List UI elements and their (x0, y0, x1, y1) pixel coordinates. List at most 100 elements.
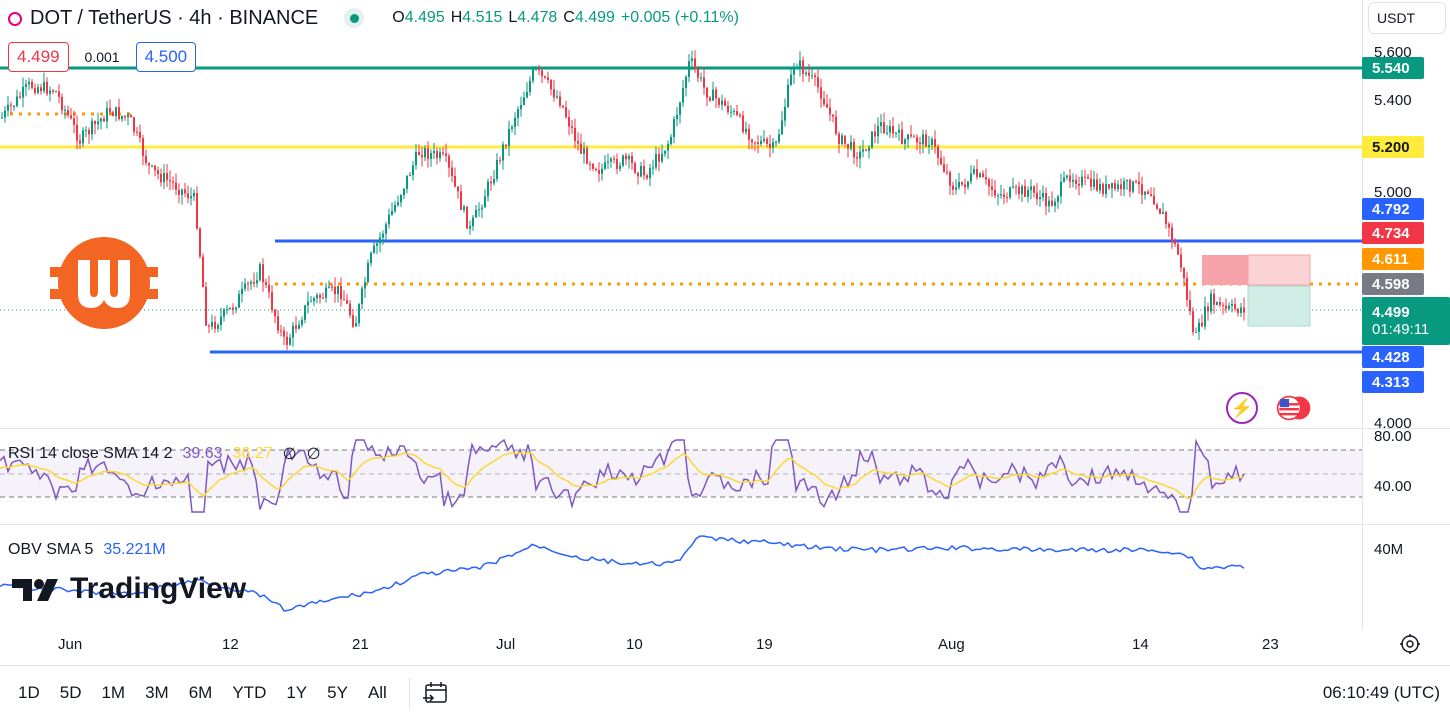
buy-button[interactable]: 4.500 (135, 42, 197, 72)
candle-body (952, 185, 954, 190)
candle-body (193, 192, 195, 197)
candle-body (712, 89, 714, 101)
candle-body (37, 87, 39, 93)
candle-body (487, 181, 489, 197)
brand-coin-logo (50, 237, 158, 329)
candle-body (508, 128, 510, 147)
candle-body (592, 164, 594, 169)
main-chart-area[interactable]: DOT / TetherUS · 4h · BINANCE O4.495 H4.… (0, 0, 1362, 630)
candle-body (31, 81, 33, 88)
us-flag-icon[interactable] (1276, 392, 1312, 424)
candle-body (772, 142, 774, 148)
candle-body (16, 96, 18, 106)
candle-body (541, 70, 543, 77)
candle-body (22, 86, 24, 98)
rsi-line (0, 438, 1245, 513)
candle-body (1189, 299, 1191, 312)
time-axis[interactable]: Jun 12 21 Jul 10 19 Aug 14 23 (0, 630, 1450, 664)
time-tick: Jul (496, 636, 516, 653)
range-all-button[interactable]: All (367, 683, 387, 702)
candle-body (175, 182, 177, 190)
price-badge-4792: 4.792 (1362, 198, 1424, 220)
obv-legend[interactable]: OBV SMA 5 35.221M (8, 541, 166, 559)
rsi-legend[interactable]: RSI 14 close SMA 14 2 39.63 36.27 ∅ ∅ (8, 444, 321, 464)
candle-body (73, 118, 75, 125)
candle-body (1117, 184, 1119, 190)
spread-value: 0.001 (84, 49, 120, 65)
candle-body (973, 169, 975, 174)
candle-body (631, 156, 633, 164)
candle-body (1240, 307, 1242, 313)
candle-body (1234, 303, 1236, 310)
candle-body (502, 144, 504, 161)
obv-pane-separator[interactable] (0, 524, 1450, 525)
last-price-badge: 4.499 01:49:11 (1362, 297, 1450, 345)
range-1d-button[interactable]: 1D (18, 683, 40, 702)
lightning-icon[interactable]: ⚡ (1226, 392, 1258, 424)
rsi-name: RSI 14 close SMA 14 2 (8, 445, 173, 462)
candlestick-series (1, 50, 1245, 351)
candle-body (163, 173, 165, 183)
candle-body (43, 81, 45, 92)
candle-body (202, 256, 204, 288)
utc-clock[interactable]: 06:10:49 (UTC) (1322, 683, 1440, 702)
candle-body (757, 142, 759, 145)
polkadot-logo-icon (8, 12, 22, 26)
currency-selector[interactable]: USDT (1368, 2, 1446, 34)
range-3m-button[interactable]: 3M (145, 683, 169, 702)
candle-body (1054, 201, 1056, 206)
candle-body (793, 67, 795, 75)
candle-body (859, 151, 861, 159)
candle-body (934, 139, 936, 147)
range-5d-button[interactable]: 5D (59, 683, 82, 702)
candle-body (922, 134, 924, 145)
candle-body (880, 122, 882, 126)
ohlc-values: O4.495 H4.515 L4.478 C4.499 +0.005 (+0.1… (392, 9, 739, 27)
range-ytd-button[interactable]: YTD (232, 683, 267, 702)
range-5y-button[interactable]: 5Y (327, 683, 348, 702)
calendar-range-icon[interactable] (422, 679, 450, 707)
rsi-pane-separator[interactable] (0, 428, 1450, 429)
candle-body (226, 309, 228, 311)
candle-body (703, 77, 705, 88)
candle-body (430, 153, 432, 159)
candle-body (142, 138, 144, 156)
candle-body (835, 116, 837, 134)
candle-body (1030, 186, 1032, 191)
range-6m-button[interactable]: 6M (188, 683, 213, 702)
candle-body (970, 173, 972, 182)
candle-body (445, 153, 447, 156)
candle-body (526, 92, 528, 98)
tradingview-logo[interactable]: TradingView (12, 572, 246, 606)
range-1m-button[interactable]: 1M (101, 683, 126, 702)
candle-body (262, 264, 264, 283)
symbol-title[interactable]: DOT / TetherUS · 4h · BINANCE (30, 6, 319, 29)
sell-button[interactable]: 4.499 (8, 42, 69, 72)
candle-body (157, 170, 159, 174)
candle-body (517, 109, 519, 118)
price-chart-canvas[interactable] (0, 0, 1362, 630)
candle-body (1051, 200, 1053, 206)
candle-body (1210, 293, 1212, 312)
market-open-status-icon[interactable] (344, 8, 365, 28)
candle-body (136, 131, 138, 133)
candle-body (610, 158, 612, 162)
range-1y-button[interactable]: 1Y (286, 683, 308, 702)
candle-body (736, 111, 738, 115)
candle-body (505, 144, 507, 147)
price-tick: 4.000 (1374, 415, 1412, 432)
candle-body (691, 58, 693, 62)
candle-body (1015, 186, 1017, 188)
gear-icon[interactable] (1398, 632, 1422, 656)
time-tick: Aug (938, 636, 965, 653)
candle-body (352, 315, 354, 327)
candle-body (721, 100, 723, 105)
candle-body (664, 150, 666, 154)
candle-body (979, 173, 981, 177)
candle-body (1108, 184, 1110, 189)
candle-body (760, 140, 762, 145)
candle-body (838, 133, 840, 144)
candle-body (832, 114, 834, 117)
candle-body (1012, 186, 1014, 188)
candle-body (1024, 186, 1026, 197)
